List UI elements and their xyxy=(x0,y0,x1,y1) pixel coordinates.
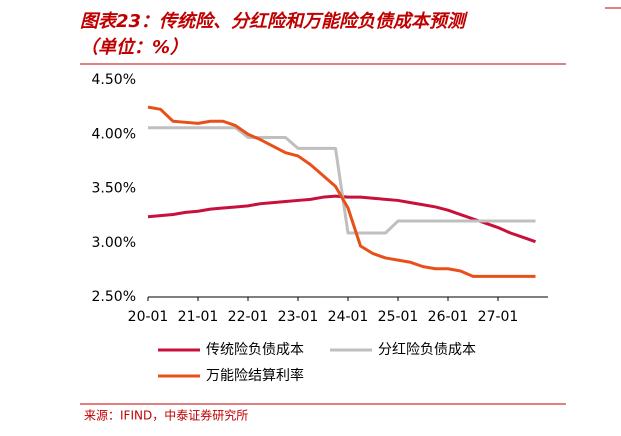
y-tick-label: 4.50% xyxy=(92,72,136,88)
x-tick-label: 27-01 xyxy=(478,309,519,325)
y-tick-label: 4.00% xyxy=(92,126,136,142)
x-tick-label: 24-01 xyxy=(328,309,369,325)
x-tick-label: 20-01 xyxy=(128,309,169,325)
y-tick-label: 3.00% xyxy=(92,235,136,251)
legend-label: 万能险结算利率 xyxy=(206,367,304,384)
chart-title: 图表23：传统险、分红险和万能险负债成本预测 xyxy=(80,11,468,32)
x-tick-label: 26-01 xyxy=(428,309,469,325)
x-tick-label: 21-01 xyxy=(178,309,219,325)
x-tick-label: 23-01 xyxy=(278,309,319,325)
chart-subtitle: （单位：%） xyxy=(80,37,188,58)
legend-label: 分红险负债成本 xyxy=(378,342,476,358)
y-tick-label: 3.50% xyxy=(92,181,136,197)
x-tick-label: 25-01 xyxy=(378,309,419,325)
legend-label: 传统险负债成本 xyxy=(206,342,304,358)
source: 来源：IFIND，中泰证券研究所 xyxy=(84,408,248,423)
series-line xyxy=(147,105,536,278)
y-tick-label: 2.50% xyxy=(92,289,136,305)
series-line xyxy=(148,126,536,235)
series-line xyxy=(147,194,536,244)
x-tick-label: 22-01 xyxy=(228,309,269,325)
